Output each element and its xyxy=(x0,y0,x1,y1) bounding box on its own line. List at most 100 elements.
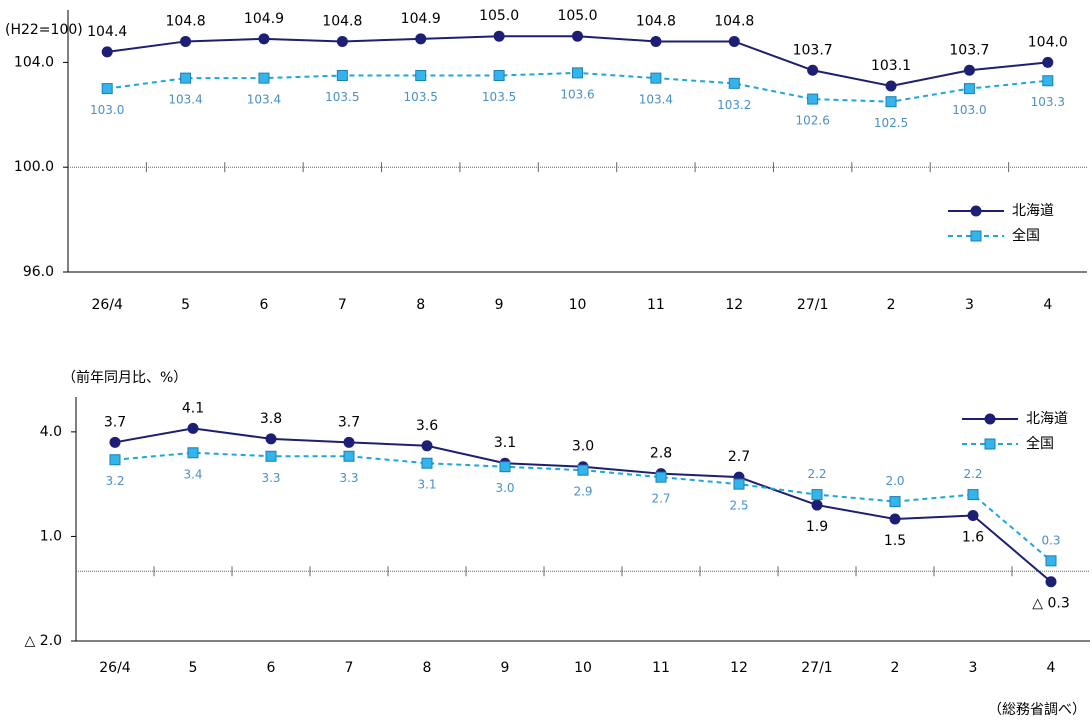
value-label: 102.5 xyxy=(874,116,908,130)
value-label: 3.1 xyxy=(417,478,436,492)
legend-marker xyxy=(970,205,982,217)
value-label: 2.9 xyxy=(573,485,592,499)
x-tick-label: 8 xyxy=(416,297,425,313)
marker xyxy=(265,433,277,445)
value-label: 104.8 xyxy=(166,13,206,29)
legend-marker xyxy=(984,413,996,425)
value-label: 103.4 xyxy=(639,93,673,107)
value-label: 2.2 xyxy=(807,467,826,481)
x-tick-label: 11 xyxy=(652,660,670,676)
marker xyxy=(650,35,662,47)
marker xyxy=(180,72,192,84)
value-label: 1.5 xyxy=(884,533,906,549)
marker xyxy=(572,30,583,42)
value-label: 102.6 xyxy=(795,114,829,128)
x-tick-label: 7 xyxy=(345,660,354,676)
value-label: 104.9 xyxy=(244,11,284,27)
legend-label: 全国 xyxy=(1026,435,1054,452)
marker xyxy=(807,64,819,76)
legend-marker xyxy=(970,230,982,242)
value-label: 3.2 xyxy=(105,474,124,488)
x-tick-label: 4 xyxy=(1043,297,1052,313)
x-tick-label: 5 xyxy=(181,297,190,313)
marker xyxy=(109,454,121,466)
value-label: 103.3 xyxy=(1031,95,1065,109)
marker xyxy=(421,457,433,469)
x-tick-label: 2 xyxy=(891,660,900,676)
value-label: 4.1 xyxy=(182,400,204,416)
marker xyxy=(101,83,113,95)
marker xyxy=(733,478,745,490)
x-tick-label: 6 xyxy=(267,660,276,676)
value-label: 3.3 xyxy=(261,471,280,485)
marker xyxy=(415,70,427,81)
y-tick-label: 96.0 xyxy=(23,264,54,280)
value-label: △ 0.3 xyxy=(1032,596,1069,612)
marker xyxy=(343,436,355,448)
value-label: 103.0 xyxy=(952,103,986,117)
value-label: 105.0 xyxy=(479,8,519,24)
legend-label: 北海道 xyxy=(1026,411,1068,427)
marker xyxy=(109,436,121,448)
marker xyxy=(885,96,897,108)
marker xyxy=(187,422,199,434)
value-label: 2.7 xyxy=(728,449,750,465)
value-label: 2.8 xyxy=(650,446,672,462)
value-label: 3.1 xyxy=(494,435,516,451)
x-tick-label: 10 xyxy=(569,297,587,313)
marker xyxy=(889,513,901,525)
value-label: 1.6 xyxy=(962,530,984,546)
marker xyxy=(885,80,897,92)
value-label: 103.4 xyxy=(247,93,281,107)
value-label: 3.0 xyxy=(572,439,594,455)
marker xyxy=(493,70,505,81)
value-label: 103.0 xyxy=(90,103,124,117)
marker xyxy=(967,489,979,501)
marker xyxy=(415,33,427,45)
value-label: 3.0 xyxy=(495,481,514,495)
x-tick-label: 12 xyxy=(730,660,748,676)
x-tick-label: 7 xyxy=(338,297,347,313)
marker xyxy=(336,35,348,47)
value-label: 103.7 xyxy=(949,42,989,58)
x-tick-label: 8 xyxy=(423,660,432,676)
marker xyxy=(258,33,270,45)
value-label: 103.7 xyxy=(793,42,833,58)
value-label: 104.9 xyxy=(401,11,441,27)
x-tick-label: 6 xyxy=(260,297,269,313)
value-label: 104.8 xyxy=(714,13,754,29)
marker xyxy=(499,461,511,473)
x-tick-label: 5 xyxy=(189,660,198,676)
x-tick-label: 9 xyxy=(501,660,510,676)
value-label: 2.5 xyxy=(729,499,748,513)
x-tick-label: 27/1 xyxy=(797,297,828,313)
marker xyxy=(343,450,355,462)
marker xyxy=(180,35,192,47)
y-tick-label: 1.0 xyxy=(40,528,62,544)
x-tick-label: 9 xyxy=(495,297,504,313)
marker xyxy=(1045,555,1057,567)
marker xyxy=(650,72,662,84)
value-label: 104.4 xyxy=(87,24,127,40)
marker xyxy=(577,464,589,476)
marker xyxy=(811,499,823,511)
value-label: 0.3 xyxy=(1041,533,1060,547)
x-tick-label: 10 xyxy=(574,660,592,676)
y-axis-label: (H22=100) xyxy=(5,22,83,38)
marker xyxy=(258,72,270,84)
x-tick-label: 11 xyxy=(647,297,665,313)
value-label: 104.8 xyxy=(636,13,676,29)
marker xyxy=(572,67,583,79)
marker xyxy=(1042,75,1054,87)
x-tick-label: 4 xyxy=(1047,660,1056,676)
y-tick-label: 104.0 xyxy=(14,54,54,70)
value-label: 105.0 xyxy=(557,8,597,24)
x-tick-label: 2 xyxy=(887,297,896,313)
value-label: 103.6 xyxy=(560,87,594,101)
marker xyxy=(963,83,975,95)
marker xyxy=(493,30,505,42)
value-label: 3.6 xyxy=(416,418,438,434)
value-label: 103.4 xyxy=(168,93,202,107)
legend-label: 北海道 xyxy=(1012,203,1054,219)
value-label: 2.0 xyxy=(885,474,904,488)
